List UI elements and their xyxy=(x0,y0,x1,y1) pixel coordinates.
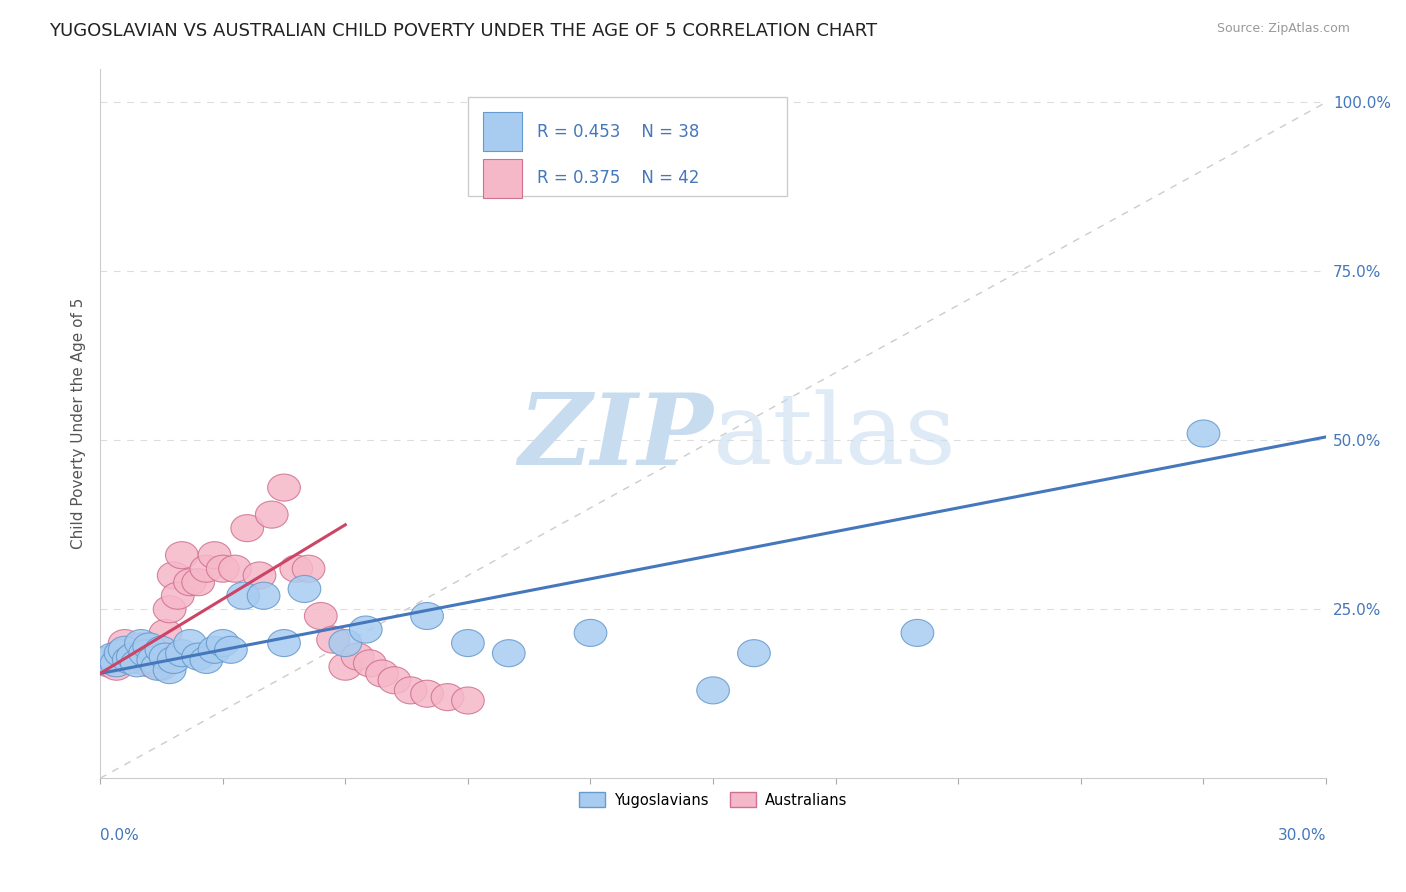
Ellipse shape xyxy=(292,555,325,582)
Text: 0.0%: 0.0% xyxy=(100,828,139,843)
Ellipse shape xyxy=(329,653,361,681)
Ellipse shape xyxy=(145,653,177,681)
Ellipse shape xyxy=(149,643,181,670)
Ellipse shape xyxy=(149,619,181,647)
Text: Source: ZipAtlas.com: Source: ZipAtlas.com xyxy=(1216,22,1350,36)
Ellipse shape xyxy=(132,649,166,677)
Ellipse shape xyxy=(378,666,411,694)
Ellipse shape xyxy=(174,630,207,657)
Ellipse shape xyxy=(162,582,194,609)
Ellipse shape xyxy=(219,555,252,582)
Ellipse shape xyxy=(492,640,524,666)
Ellipse shape xyxy=(157,562,190,589)
Ellipse shape xyxy=(226,582,260,609)
Bar xyxy=(482,159,522,198)
Ellipse shape xyxy=(288,575,321,602)
Ellipse shape xyxy=(411,602,443,630)
Ellipse shape xyxy=(207,630,239,657)
Y-axis label: Child Poverty Under the Age of 5: Child Poverty Under the Age of 5 xyxy=(72,298,86,549)
Ellipse shape xyxy=(350,616,382,643)
Ellipse shape xyxy=(198,636,231,664)
Ellipse shape xyxy=(451,687,484,714)
Ellipse shape xyxy=(697,677,730,704)
Ellipse shape xyxy=(247,582,280,609)
Text: 30.0%: 30.0% xyxy=(1278,828,1326,843)
Ellipse shape xyxy=(451,630,484,657)
Ellipse shape xyxy=(574,619,607,647)
Ellipse shape xyxy=(91,647,125,673)
Ellipse shape xyxy=(112,647,145,673)
Ellipse shape xyxy=(267,630,301,657)
Ellipse shape xyxy=(121,647,153,673)
Ellipse shape xyxy=(141,653,174,681)
Ellipse shape xyxy=(215,636,247,664)
Bar xyxy=(482,112,522,152)
Ellipse shape xyxy=(305,602,337,630)
Legend: Yugoslavians, Australians: Yugoslavians, Australians xyxy=(572,787,853,814)
Ellipse shape xyxy=(157,647,190,673)
Ellipse shape xyxy=(181,569,215,596)
Text: R = 0.375    N = 42: R = 0.375 N = 42 xyxy=(537,169,699,187)
Text: atlas: atlas xyxy=(713,390,956,485)
Ellipse shape xyxy=(432,683,464,711)
Ellipse shape xyxy=(267,474,301,501)
Ellipse shape xyxy=(129,640,162,666)
Ellipse shape xyxy=(153,596,186,623)
Ellipse shape xyxy=(166,640,198,666)
Ellipse shape xyxy=(280,555,312,582)
Ellipse shape xyxy=(136,640,170,666)
Text: YUGOSLAVIAN VS AUSTRALIAN CHILD POVERTY UNDER THE AGE OF 5 CORRELATION CHART: YUGOSLAVIAN VS AUSTRALIAN CHILD POVERTY … xyxy=(49,22,877,40)
Ellipse shape xyxy=(166,541,198,569)
Ellipse shape xyxy=(198,541,231,569)
Ellipse shape xyxy=(141,647,174,673)
Ellipse shape xyxy=(353,649,387,677)
Ellipse shape xyxy=(316,626,350,653)
Ellipse shape xyxy=(108,630,141,657)
Ellipse shape xyxy=(738,640,770,666)
Text: R = 0.453    N = 38: R = 0.453 N = 38 xyxy=(537,123,699,141)
Ellipse shape xyxy=(112,647,145,673)
Ellipse shape xyxy=(256,501,288,528)
Ellipse shape xyxy=(207,555,239,582)
Ellipse shape xyxy=(145,636,177,664)
Ellipse shape xyxy=(190,647,222,673)
Ellipse shape xyxy=(96,643,129,670)
Ellipse shape xyxy=(181,643,215,670)
Ellipse shape xyxy=(117,643,149,670)
Ellipse shape xyxy=(132,633,166,660)
Ellipse shape xyxy=(104,640,136,666)
Ellipse shape xyxy=(190,555,222,582)
Ellipse shape xyxy=(129,640,162,666)
Ellipse shape xyxy=(100,649,132,677)
Ellipse shape xyxy=(117,643,149,670)
Ellipse shape xyxy=(136,647,170,673)
Ellipse shape xyxy=(342,643,374,670)
Ellipse shape xyxy=(231,515,263,541)
Ellipse shape xyxy=(329,630,361,657)
FancyBboxPatch shape xyxy=(468,97,786,196)
Ellipse shape xyxy=(104,640,136,666)
Ellipse shape xyxy=(243,562,276,589)
Ellipse shape xyxy=(91,649,125,677)
Ellipse shape xyxy=(174,569,207,596)
Ellipse shape xyxy=(394,677,427,704)
Ellipse shape xyxy=(366,660,398,687)
Ellipse shape xyxy=(125,633,157,660)
Ellipse shape xyxy=(411,681,443,707)
Ellipse shape xyxy=(121,649,153,677)
Text: ZIP: ZIP xyxy=(517,389,713,486)
Ellipse shape xyxy=(108,636,141,664)
Ellipse shape xyxy=(1187,420,1220,447)
Ellipse shape xyxy=(125,630,157,657)
Ellipse shape xyxy=(100,653,132,681)
Ellipse shape xyxy=(901,619,934,647)
Ellipse shape xyxy=(153,657,186,683)
Ellipse shape xyxy=(96,647,129,673)
